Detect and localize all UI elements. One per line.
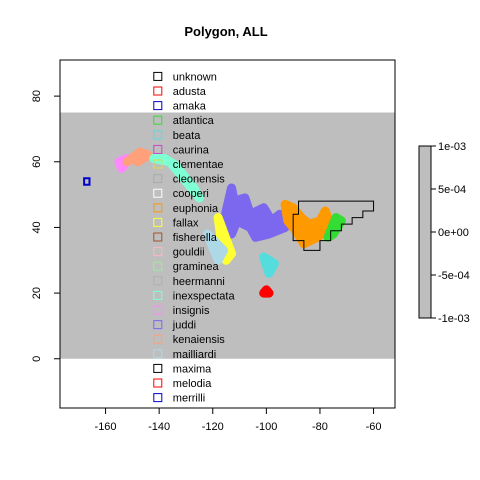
legend-swatch [153, 203, 163, 213]
legend-swatch [153, 349, 163, 359]
x-tick-label: -140 [148, 421, 170, 433]
legend-swatch [153, 188, 163, 198]
legend-label: gouldii [173, 247, 205, 259]
colorbar-tick-label: -5e-04 [438, 270, 470, 282]
legend-swatch [153, 378, 163, 388]
legend-label: euphonia [173, 203, 219, 215]
legend-label: mailliardi [173, 349, 216, 361]
legend-swatch [153, 334, 163, 344]
colorbar-bar [418, 145, 432, 319]
y-tick-label: 80 [31, 90, 43, 102]
plot-frame [59, 59, 396, 409]
legend-label: amaka [173, 101, 207, 113]
legend-label: fisherella [173, 232, 218, 244]
legend-label: insignis [173, 305, 210, 317]
legend-label: cooperi [173, 188, 209, 200]
legend-swatch [153, 247, 163, 257]
legend-label: melodia [173, 378, 212, 390]
legend-label: maxima [173, 363, 212, 375]
legend-label: merrilli [173, 393, 205, 405]
legend-label: clementae [173, 159, 224, 171]
y-tick-label: 40 [31, 221, 43, 233]
legend-swatch [153, 217, 163, 227]
x-tick-label: -160 [95, 421, 117, 433]
range-region [259, 252, 279, 278]
colorbar-tick-label: -1e-03 [438, 313, 470, 325]
legend-label: kenaiensis [173, 334, 225, 346]
legend-swatch [153, 101, 163, 111]
plot-area: -160 -140 -120 -100 -80 -60 0 20 40 60 80 [31, 59, 396, 433]
chart-title: Polygon, ALL [184, 24, 267, 39]
y-tick-label: 0 [31, 356, 43, 362]
colorbar-tick-label: 1e-03 [438, 141, 466, 153]
x-tick-label: -100 [255, 421, 277, 433]
range-region [122, 147, 153, 167]
x-tick-label: -60 [366, 421, 382, 433]
legend-swatch [153, 86, 163, 96]
legend-swatch [153, 305, 163, 315]
colorbar-tick-label: 0e+00 [438, 227, 469, 239]
range-region [213, 213, 237, 265]
legend-swatch [153, 159, 163, 169]
range-outline [83, 177, 91, 186]
legend-swatch [153, 320, 163, 330]
legend-swatch [153, 261, 163, 271]
legend-label: adusta [173, 86, 207, 98]
legend-label: atlantica [173, 115, 215, 127]
range-region [259, 285, 274, 298]
colorbar-tick-label: 5e-04 [438, 184, 466, 196]
legend-label: heermanni [173, 276, 225, 288]
legend-label: caurina [173, 144, 210, 156]
x-tick-label: -80 [312, 421, 328, 433]
legend-swatch [153, 115, 163, 125]
legend-label: beata [173, 130, 201, 142]
legend-swatch [153, 276, 163, 286]
x-tick-label: -120 [202, 421, 224, 433]
legend-label: inexspectata [173, 290, 236, 302]
legend-swatch [153, 290, 163, 300]
plot-clip-group [60, 112, 395, 359]
legend-swatch [153, 232, 163, 242]
legend-label: juddi [172, 320, 196, 332]
y-tick-label: 20 [31, 287, 43, 299]
legend-label: graminea [173, 261, 220, 273]
legend-swatch [153, 71, 163, 81]
range-outline [292, 200, 375, 251]
range-region [149, 153, 204, 203]
range-region [202, 229, 228, 265]
legend-swatch [153, 174, 163, 184]
legend-swatch [153, 144, 163, 154]
legend-label: fallax [173, 217, 199, 229]
colorbar: 1e-03 5e-04 0e+00 -5e-04 -1e-03 [418, 141, 470, 325]
legend-label: unknown [173, 71, 217, 83]
legend-swatch [153, 393, 163, 403]
y-tick-label: 60 [31, 156, 43, 168]
legend-label: cleonensis [173, 174, 225, 186]
legend-swatch [153, 130, 163, 140]
legend-swatch [153, 363, 163, 373]
legend: unknown adusta amaka atlantica beata caurina c… [153, 71, 236, 405]
